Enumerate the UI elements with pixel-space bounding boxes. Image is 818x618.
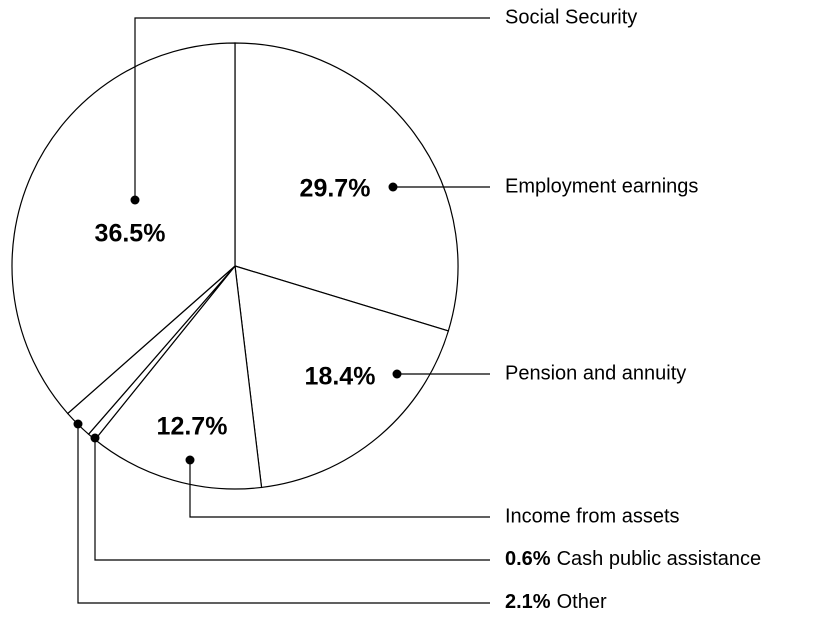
leader-dot bbox=[130, 195, 140, 205]
leader-line bbox=[94, 438, 490, 561]
leader-dot bbox=[185, 455, 195, 465]
pie-slice bbox=[234, 42, 459, 332]
category-label: Cash public assistance bbox=[557, 548, 762, 570]
value-label: 12.7% bbox=[157, 413, 228, 441]
leader-dot bbox=[392, 369, 402, 379]
pie-slice bbox=[94, 264, 263, 490]
category-label: Pension and annuity bbox=[505, 362, 686, 384]
pie-slice bbox=[11, 42, 236, 415]
legend-label: 2.1% Other bbox=[505, 591, 607, 613]
leader-line bbox=[134, 17, 490, 200]
value-label: 29.7% bbox=[300, 175, 371, 203]
pie-slice bbox=[234, 265, 450, 489]
value-label: 18.4% bbox=[305, 363, 376, 391]
leader-dot bbox=[90, 433, 100, 443]
leader-dot bbox=[388, 182, 398, 192]
category-label: Social Security bbox=[505, 6, 637, 28]
category-label: Other bbox=[557, 591, 607, 613]
value-label: 2.1% bbox=[505, 591, 551, 613]
leader-dot bbox=[73, 419, 83, 429]
category-label: Employment earnings bbox=[505, 175, 698, 197]
value-label: 36.5% bbox=[95, 220, 166, 248]
leader-line bbox=[189, 460, 490, 518]
value-label: 0.6% bbox=[505, 548, 551, 570]
leader-line bbox=[77, 424, 490, 604]
legend-label: 0.6% Cash public assistance bbox=[505, 548, 761, 570]
category-label: Income from assets bbox=[505, 505, 680, 527]
